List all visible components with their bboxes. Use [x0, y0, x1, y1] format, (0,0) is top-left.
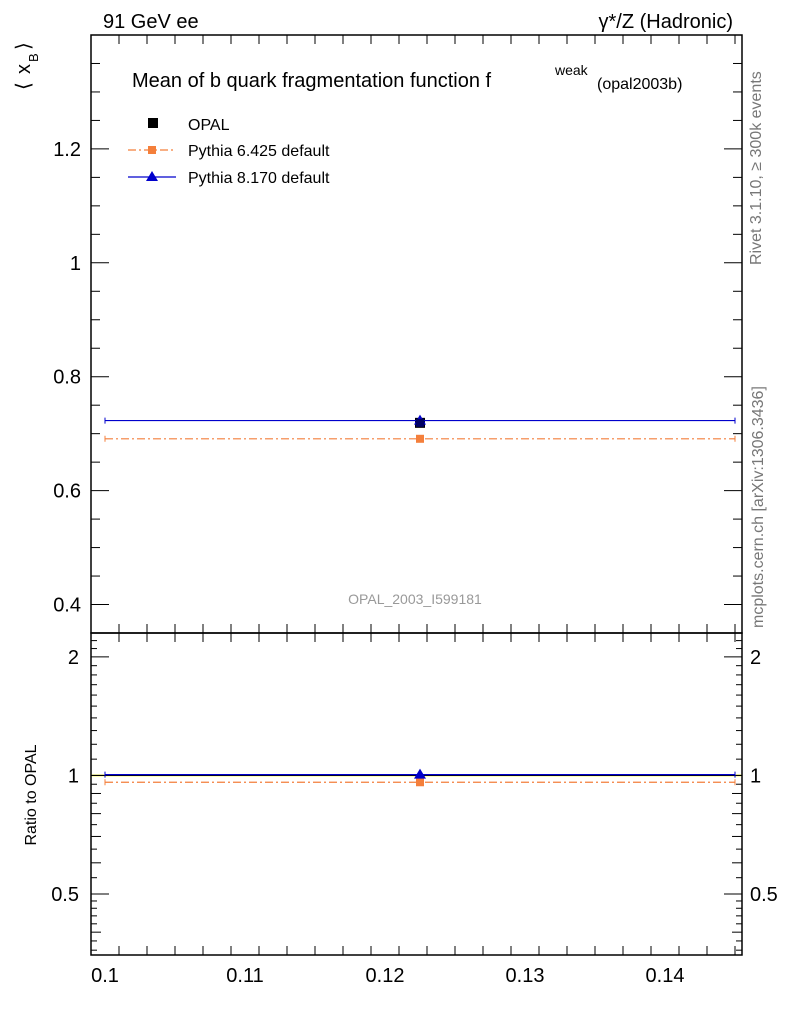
- legend-py8-label: Pythia 8.170 default: [188, 170, 330, 187]
- ylabel-x: x: [13, 64, 35, 74]
- ratio-pythia6-marker: [416, 778, 424, 787]
- rivet-label: Rivet 3.1.10, ≥ 300k events: [748, 71, 765, 265]
- main-ticks: [90, 34, 742, 634]
- legend-py6-marker: [148, 146, 156, 154]
- mcplots-label: mcplots.cern.ch [arXiv:1306.3436]: [750, 386, 767, 628]
- ratio-ylabel: Ratio to OPAL: [23, 744, 40, 845]
- ratio-ytick-label-left: 1: [68, 765, 79, 787]
- ratio-ytick-label-left: 2: [68, 647, 79, 669]
- watermark: OPAL_2003_I599181: [348, 591, 482, 607]
- main-panel: 0.4 0.6 0.8 1 1.2 ⟨ x B ⟩ Mean of b quark fr…: [13, 34, 743, 634]
- main-ytick-labels: 0.4 0.6 0.8 1 1.2: [53, 139, 81, 617]
- main-series: [104, 414, 736, 443]
- main-ylabel: ⟨ x B ⟩: [13, 42, 41, 90]
- ylabel-sub: B: [26, 53, 41, 62]
- header-left: 91 GeV ee: [103, 11, 199, 33]
- header-right-gamma: γ: [599, 11, 609, 33]
- main-ytick-label: 0.4: [53, 595, 81, 617]
- header-right: γ*/Z (Hadronic): [599, 11, 733, 33]
- ratio-ytick-label-left: 0.5: [51, 884, 79, 906]
- main-ytick-label: 1.2: [53, 139, 81, 161]
- main-pythia6-marker: [416, 434, 424, 443]
- xtick-label: 0.13: [506, 965, 545, 987]
- xtick-label: 0.12: [366, 965, 405, 987]
- ratio-ytick-labels: 0.5 0.5 1 1 2 2: [51, 647, 778, 906]
- legend-py6-label: Pythia 6.425 default: [188, 143, 330, 160]
- ratio-pythia8-marker: [414, 768, 426, 779]
- ratio-series: [104, 768, 736, 787]
- main-opal-marker-overlay: [416, 418, 424, 427]
- plot-title: Mean of b quark fragmentation function f: [132, 70, 492, 92]
- ratio-ytick-label-right: 2: [750, 647, 761, 669]
- plot-title-sup: weak: [554, 62, 589, 78]
- legend-py8-marker: [146, 171, 158, 181]
- ratio-panel: 0.5 0.5 1 1 2 2 0.1 0.11 0.12 0.13 0.14 Ratio to …: [23, 632, 778, 987]
- legend-opal-label: OPAL: [188, 117, 230, 134]
- main-ytick-label: 0.6: [53, 481, 81, 503]
- legend-opal-marker: [148, 118, 158, 128]
- header-right-rest: */Z (Hadronic): [609, 11, 733, 33]
- ratio-frame: [90, 632, 743, 956]
- main-ytick-label: 1: [70, 253, 81, 275]
- ylabel-bracket-left: ⟨: [13, 82, 35, 90]
- ratio-ytick-label-right: 0.5: [750, 884, 778, 906]
- plot-title-sub: (opal2003b): [597, 76, 682, 93]
- main-ytick-label: 0.8: [53, 367, 81, 389]
- xtick-label: 0.11: [226, 965, 263, 987]
- legend: OPAL Pythia 6.425 default Pythia 8.170 d…: [128, 117, 330, 187]
- plot-title-main: Mean of b quark fragmentation function f: [132, 70, 492, 92]
- ratio-ytick-label-right: 1: [750, 765, 761, 787]
- xtick-label: 0.14: [646, 965, 685, 987]
- ylabel-bracket-right: ⟩: [13, 42, 35, 50]
- xtick-label: 0.1: [91, 965, 119, 987]
- xtick-labels: 0.1 0.11 0.12 0.13 0.14: [91, 965, 684, 987]
- ratio-ticks: [90, 633, 742, 955]
